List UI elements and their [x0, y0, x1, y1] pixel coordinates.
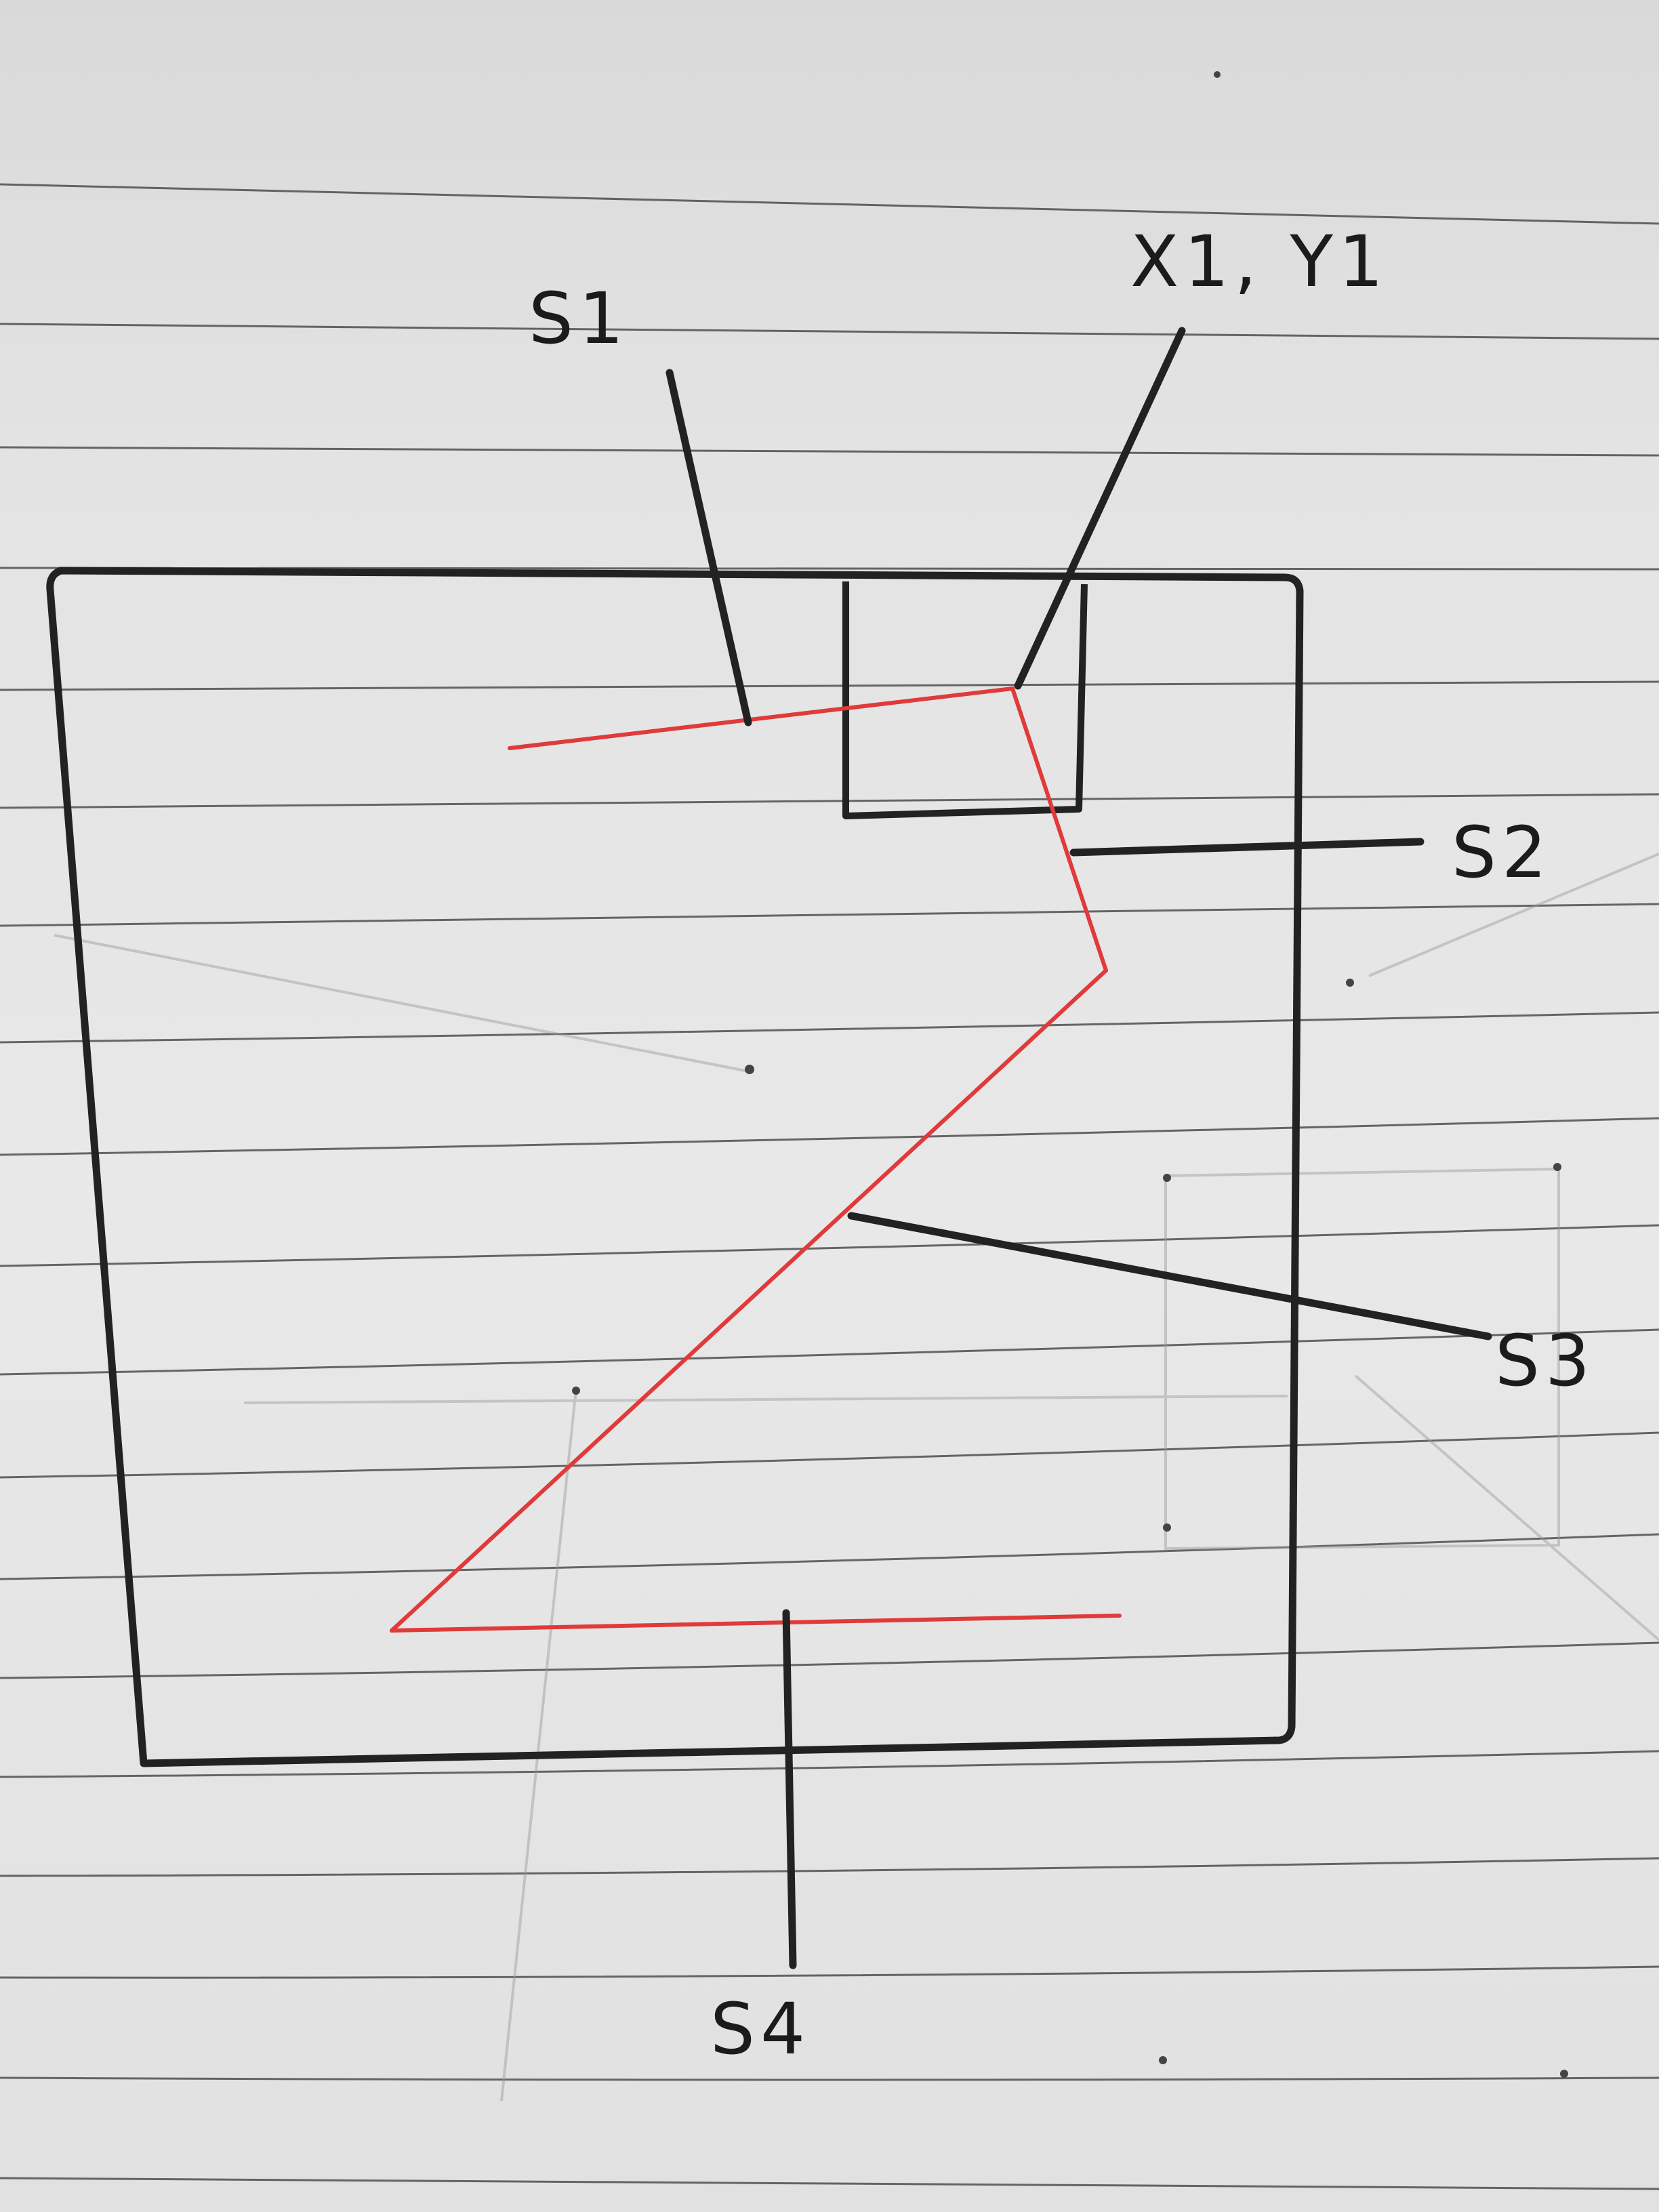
ink-dot: [745, 1065, 754, 1074]
ruled-line: [0, 1117, 1659, 1156]
bleed-through-marks: [54, 853, 1659, 2102]
label-s2: S2: [1452, 811, 1552, 894]
segment-s4: [390, 1614, 1122, 1633]
ink-dot: [1163, 1523, 1171, 1532]
ruled-line: [0, 1641, 1659, 1679]
ink-dot: [1553, 1163, 1561, 1171]
ruled-line: [0, 1965, 1659, 1979]
ruled-line: [0, 1533, 1659, 1580]
inner-box: [842, 581, 1088, 819]
leader-lines: [665, 327, 1492, 1969]
ruled-line: [0, 2076, 1659, 2081]
ink-dots: [572, 71, 1568, 2078]
label-s3: S3: [1495, 1319, 1595, 1402]
ruled-line: [0, 903, 1659, 927]
red-path: [390, 687, 1122, 1633]
label-x1y1: X1, Y1: [1130, 220, 1389, 303]
ruled-line: [0, 323, 1659, 340]
leader-line-s1: [665, 369, 752, 726]
ruled-line: [0, 1328, 1659, 1376]
leader-line-x1y1: [1014, 327, 1186, 690]
segment-s1: [508, 687, 1015, 750]
leader-line-s4: [782, 1609, 797, 1969]
faint-line: [243, 1395, 1288, 1404]
ruled-line: [0, 446, 1659, 457]
segment-s2: [1010, 687, 1108, 972]
ruled-line: [0, 1431, 1659, 1479]
outer-box: [46, 567, 1304, 1767]
label-s1: S1: [529, 277, 629, 360]
ruled-line: [0, 680, 1659, 691]
ink-dot: [1560, 2070, 1568, 2078]
segment-s3: [390, 968, 1108, 1633]
faint-line: [54, 934, 746, 1072]
ruled-line: [0, 2177, 1659, 2190]
ruled-line: [0, 1224, 1659, 1267]
ruled-line: [0, 1857, 1659, 1877]
ruled-line: [0, 793, 1659, 809]
ruled-lines: [0, 183, 1659, 2190]
ink-dot: [1346, 979, 1354, 987]
ruled-line: [0, 1011, 1659, 1044]
faint-line: [1354, 1374, 1659, 1641]
ruled-line: [0, 1750, 1659, 1778]
ink-dot: [572, 1387, 580, 1395]
ink-dot: [1159, 2056, 1167, 2064]
faint-line: [500, 1389, 577, 2102]
leader-line-s3: [847, 1212, 1492, 1340]
faint-line: [1368, 853, 1659, 977]
leader-line-s2: [1069, 838, 1425, 857]
faint-line: [1164, 1167, 1560, 1551]
ruled-line: [0, 183, 1659, 225]
label-s4: S4: [710, 1988, 811, 2070]
ink-dot: [1163, 1174, 1171, 1182]
ink-dot: [1214, 71, 1221, 78]
